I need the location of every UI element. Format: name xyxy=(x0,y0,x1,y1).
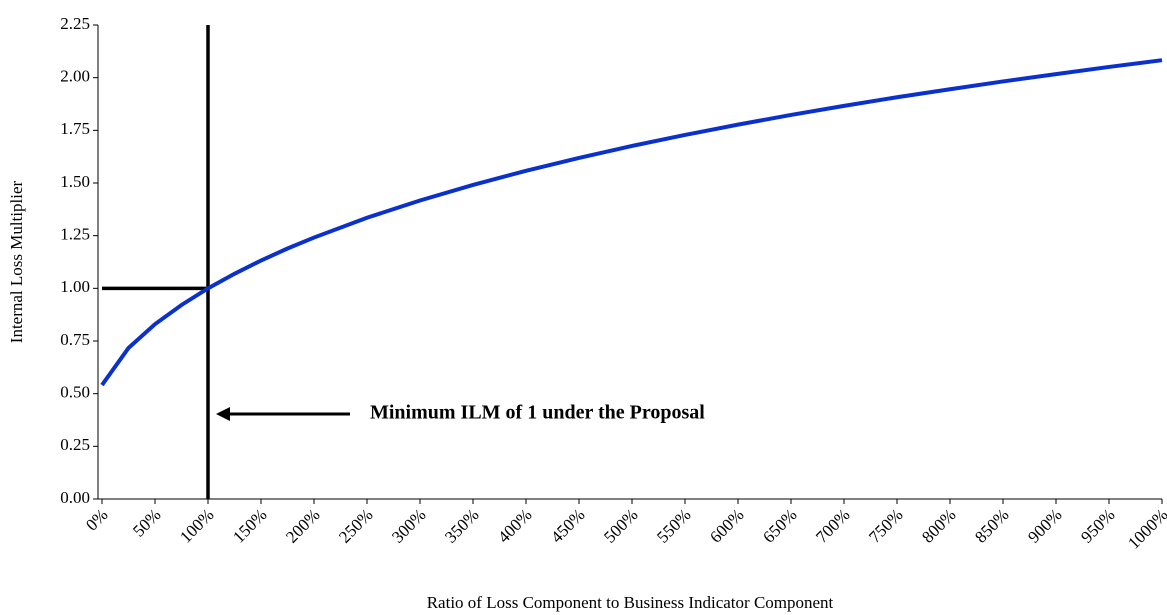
x-tick-label: 50% xyxy=(129,505,164,540)
y-tick-label: 0.50 xyxy=(60,383,90,402)
y-tick-label: 0.75 xyxy=(60,330,90,349)
x-tick-label: 350% xyxy=(441,505,482,546)
y-axis-label: Internal Loss Multiplier xyxy=(7,180,26,343)
x-tick-label: 400% xyxy=(494,505,535,546)
x-tick-label: 300% xyxy=(388,505,429,546)
x-tick-label: 900% xyxy=(1024,505,1065,546)
x-tick-label: 750% xyxy=(865,505,906,546)
data-line xyxy=(100,58,1163,387)
x-tick-label: 700% xyxy=(812,505,853,546)
x-tick-label: 0% xyxy=(82,505,111,534)
y-tick-label: 2.25 xyxy=(60,14,90,33)
x-tick-label: 650% xyxy=(759,505,800,546)
x-axis-label: Ratio of Loss Component to Business Indi… xyxy=(427,593,834,612)
y-tick-label: 2.00 xyxy=(60,67,90,86)
x-tick-label: 850% xyxy=(971,505,1012,546)
annotation-arrowhead xyxy=(216,407,230,421)
y-tick-label: 1.75 xyxy=(60,119,90,138)
y-tick-label: 1.50 xyxy=(60,172,90,191)
x-tick-label: 500% xyxy=(600,505,641,546)
y-tick-label: 1.00 xyxy=(60,277,90,296)
x-tick-label: 800% xyxy=(918,505,959,546)
x-tick-label: 200% xyxy=(282,505,323,546)
x-tick-label: 250% xyxy=(335,505,376,546)
x-tick-label: 100% xyxy=(176,505,217,546)
annotation: Minimum ILM of 1 under the Proposal xyxy=(370,402,705,424)
x-tick-label: 1000% xyxy=(1124,505,1167,552)
x-tick-label: 150% xyxy=(229,505,270,546)
x-tick-label: 550% xyxy=(653,505,694,546)
y-tick-label: 0.00 xyxy=(60,488,90,507)
y-tick-label: 0.25 xyxy=(60,435,90,454)
x-tick-label: 450% xyxy=(547,505,588,546)
x-tick-label: 950% xyxy=(1077,505,1118,546)
y-tick-label: 1.25 xyxy=(60,225,90,244)
x-tick-label: 600% xyxy=(706,505,747,546)
